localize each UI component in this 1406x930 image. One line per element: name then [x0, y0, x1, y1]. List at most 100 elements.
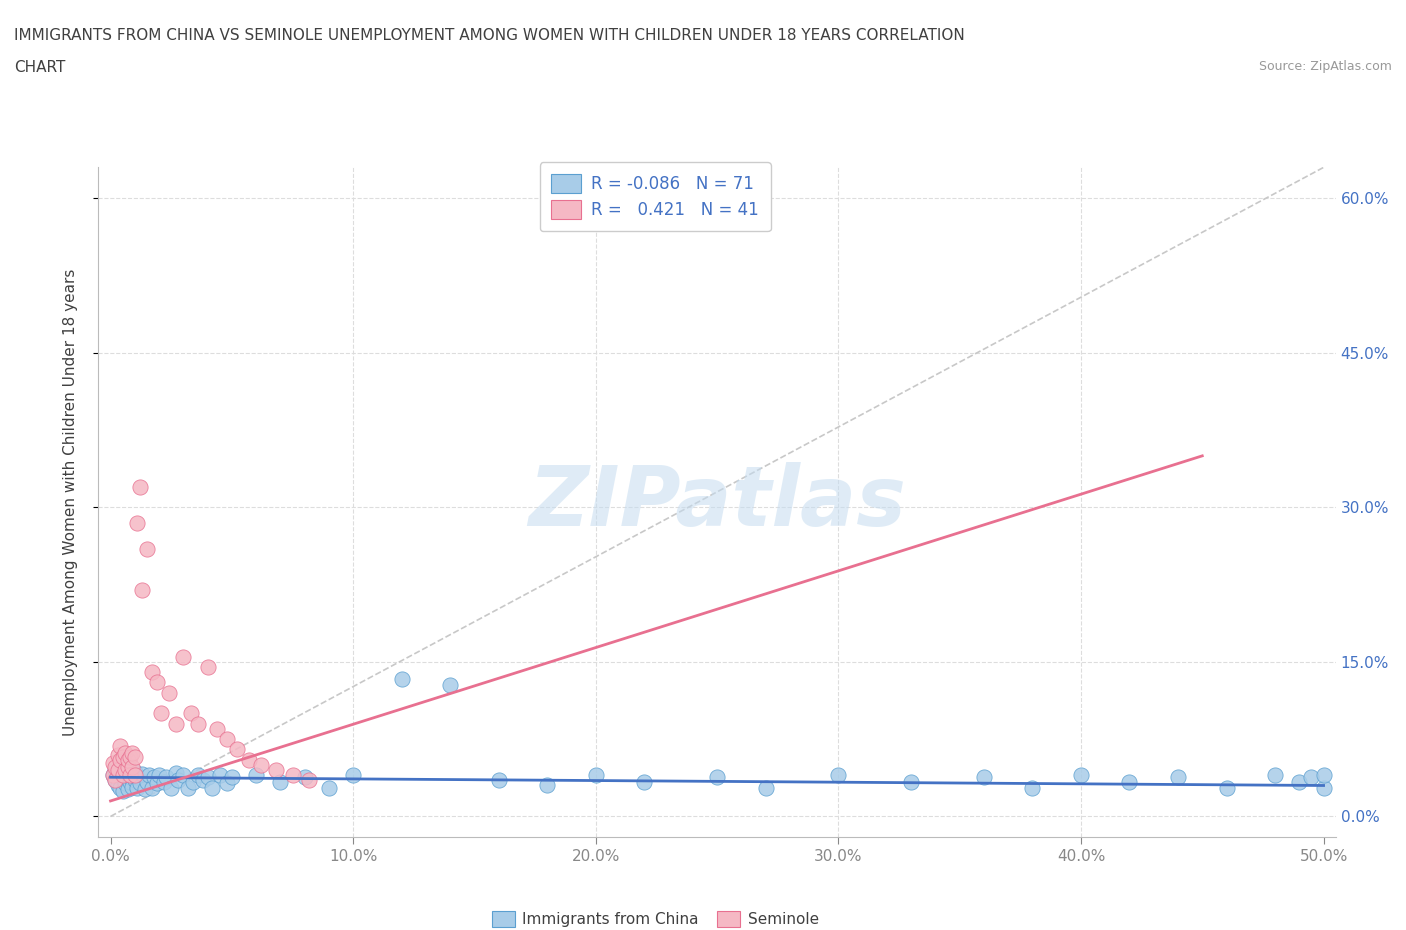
Point: [342, 768, 364, 783]
Point: [1167, 770, 1189, 785]
Point: [110, 752, 132, 767]
Point: [585, 768, 607, 783]
Point: [127, 770, 149, 785]
Point: [117, 763, 139, 777]
Point: [136, 541, 159, 556]
Point: [1021, 780, 1043, 795]
Point: [107, 747, 129, 762]
Point: [104, 763, 127, 777]
Point: [633, 775, 655, 790]
Point: [143, 770, 166, 785]
Point: [245, 768, 267, 783]
Point: [128, 776, 150, 790]
Point: [127, 780, 149, 795]
Text: ZIPatlas: ZIPatlas: [529, 461, 905, 543]
Point: [1264, 768, 1286, 783]
Point: [111, 768, 134, 783]
Point: [117, 760, 139, 775]
Point: [165, 765, 187, 780]
Point: [101, 768, 124, 783]
Point: [101, 768, 124, 783]
Point: [1288, 775, 1310, 790]
Point: [221, 770, 243, 785]
Point: [118, 768, 141, 783]
Point: [318, 780, 340, 795]
Point: [124, 764, 146, 779]
Point: [900, 775, 922, 790]
Point: [104, 760, 127, 775]
Point: [197, 659, 219, 674]
Point: [111, 783, 134, 798]
Point: [160, 780, 183, 795]
Point: [208, 768, 231, 783]
Point: [281, 768, 304, 783]
Point: [110, 780, 132, 795]
Point: [131, 766, 153, 781]
Point: [121, 768, 143, 783]
Text: IMMIGRANTS FROM CHINA VS SEMINOLE UNEMPLOYMENT AMONG WOMEN WITH CHILDREN UNDER 1: IMMIGRANTS FROM CHINA VS SEMINOLE UNEMPL…: [14, 28, 965, 43]
Point: [536, 778, 558, 793]
Point: [117, 781, 139, 796]
Point: [264, 763, 287, 777]
Point: [107, 765, 129, 780]
Point: [1301, 770, 1323, 785]
Point: [172, 768, 194, 783]
Point: [439, 677, 461, 692]
Point: [191, 773, 214, 788]
Y-axis label: Unemployment Among Women with Children Under 18 years: Unemployment Among Women with Children U…: [63, 269, 77, 736]
Text: Source: ZipAtlas.com: Source: ZipAtlas.com: [1258, 60, 1392, 73]
Point: [488, 773, 510, 788]
Point: [124, 773, 146, 788]
Point: [391, 672, 413, 687]
Point: [131, 582, 153, 597]
Point: [153, 775, 176, 790]
Point: [118, 775, 141, 790]
Point: [1118, 775, 1140, 790]
Point: [145, 776, 167, 790]
Point: [148, 768, 170, 783]
Point: [124, 750, 146, 764]
Point: [107, 763, 129, 777]
Point: [207, 722, 229, 737]
Point: [225, 742, 247, 757]
Point: [250, 757, 273, 772]
Point: [177, 780, 200, 795]
Point: [110, 739, 132, 754]
Point: [172, 649, 194, 664]
Text: CHART: CHART: [14, 60, 66, 75]
Point: [141, 665, 163, 680]
Point: [1312, 780, 1334, 795]
Point: [118, 770, 141, 785]
Point: [706, 770, 728, 785]
Point: [124, 768, 146, 783]
Point: [180, 706, 202, 721]
Point: [238, 752, 260, 767]
Point: [127, 515, 149, 530]
Point: [1215, 780, 1237, 795]
Point: [128, 479, 150, 494]
Point: [118, 750, 141, 764]
Point: [1312, 768, 1334, 783]
Point: [110, 770, 132, 785]
Point: [114, 768, 136, 783]
Point: [138, 768, 160, 783]
Point: [187, 768, 209, 783]
Point: [121, 745, 143, 760]
Point: [101, 755, 124, 770]
Point: [134, 781, 156, 796]
Point: [1070, 768, 1092, 783]
Point: [201, 780, 224, 795]
Legend: Immigrants from China, Seminole: Immigrants from China, Seminole: [485, 905, 825, 930]
Point: [121, 760, 143, 775]
Point: [114, 763, 136, 777]
Point: [215, 776, 238, 790]
Point: [181, 775, 204, 790]
Point: [111, 760, 134, 775]
Point: [141, 780, 163, 795]
Point: [107, 778, 129, 793]
Point: [298, 773, 321, 788]
Point: [150, 706, 173, 721]
Point: [111, 750, 134, 764]
Point: [121, 779, 143, 794]
Point: [973, 770, 995, 785]
